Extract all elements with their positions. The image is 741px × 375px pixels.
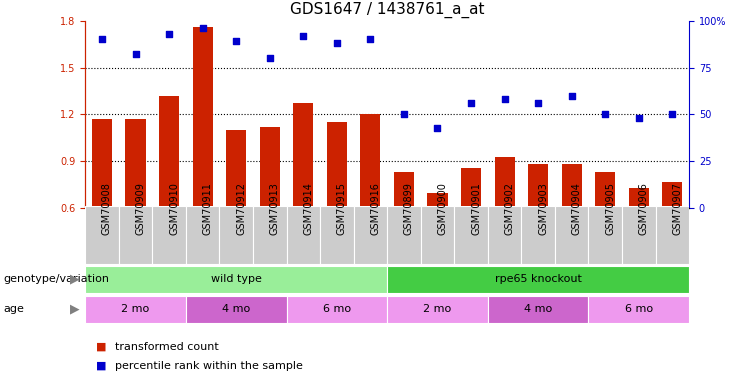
Bar [494, 157, 515, 208]
Text: GSM70905: GSM70905 [605, 182, 615, 235]
Point [431, 124, 443, 130]
Text: genotype/variation: genotype/variation [4, 274, 110, 284]
Text: 6 mo: 6 mo [625, 304, 653, 314]
Bar [622, 206, 656, 264]
Text: GSM70900: GSM70900 [437, 182, 448, 235]
Point [96, 36, 108, 42]
Text: ▶: ▶ [70, 303, 80, 315]
Text: GSM70910: GSM70910 [169, 182, 179, 235]
Bar [287, 296, 387, 322]
Text: 2 mo: 2 mo [423, 304, 451, 314]
Bar [588, 206, 622, 264]
Title: GDS1647 / 1438761_a_at: GDS1647 / 1438761_a_at [290, 2, 485, 18]
Bar [293, 104, 313, 208]
Bar [555, 206, 588, 264]
Text: GSM70899: GSM70899 [404, 182, 414, 235]
Bar [193, 27, 213, 208]
Text: GSM70904: GSM70904 [572, 182, 582, 235]
Bar [662, 182, 682, 208]
Point [230, 38, 242, 44]
Bar [219, 206, 253, 264]
Point [599, 111, 611, 117]
Text: percentile rank within the sample: percentile rank within the sample [115, 361, 303, 370]
Bar [287, 206, 320, 264]
Bar [125, 119, 145, 208]
Text: transformed count: transformed count [115, 342, 219, 352]
Bar [85, 266, 387, 292]
Bar [353, 206, 387, 264]
Bar [119, 206, 153, 264]
Bar [387, 206, 421, 264]
Text: GSM70909: GSM70909 [136, 182, 145, 235]
Bar [186, 296, 287, 322]
Point [633, 115, 645, 121]
Text: GSM70916: GSM70916 [370, 182, 380, 235]
Point [666, 111, 678, 117]
Bar [327, 122, 347, 208]
Point [130, 51, 142, 57]
Text: GSM70915: GSM70915 [337, 182, 347, 235]
Text: GSM70901: GSM70901 [471, 182, 481, 235]
Text: GSM70911: GSM70911 [202, 182, 213, 235]
Text: 6 mo: 6 mo [323, 304, 351, 314]
Text: rpe65 knockout: rpe65 knockout [495, 274, 582, 284]
Bar [454, 206, 488, 264]
Point [566, 93, 578, 99]
Point [297, 33, 309, 39]
Text: ■: ■ [96, 342, 107, 352]
Point [499, 96, 511, 102]
Text: 4 mo: 4 mo [222, 304, 250, 314]
Bar [226, 130, 246, 208]
Bar [159, 96, 179, 208]
Bar [628, 188, 649, 208]
Text: GSM70903: GSM70903 [538, 182, 548, 235]
Text: GSM70908: GSM70908 [102, 182, 112, 235]
Bar [394, 172, 414, 208]
Text: GSM70907: GSM70907 [672, 182, 682, 235]
Bar [85, 206, 119, 264]
Point [398, 111, 410, 117]
Bar [186, 206, 219, 264]
Point [532, 100, 544, 106]
Bar [656, 206, 689, 264]
Bar [595, 172, 615, 208]
Point [465, 100, 477, 106]
Point [331, 40, 343, 46]
Text: GSM70906: GSM70906 [639, 182, 649, 235]
Point [196, 25, 208, 31]
Text: ▶: ▶ [70, 273, 80, 285]
Text: wild type: wild type [210, 274, 262, 284]
Bar [522, 206, 555, 264]
Text: 2 mo: 2 mo [122, 304, 150, 314]
Text: ■: ■ [96, 361, 107, 370]
Bar [588, 296, 689, 322]
Bar [253, 206, 287, 264]
Bar [259, 127, 280, 208]
Text: GSM70912: GSM70912 [236, 182, 246, 235]
Bar [428, 192, 448, 208]
Text: age: age [4, 304, 24, 314]
Bar [488, 206, 522, 264]
Bar [528, 164, 548, 208]
Bar [387, 266, 689, 292]
Bar [488, 296, 588, 322]
Bar [562, 164, 582, 208]
Bar [421, 206, 454, 264]
Bar [387, 296, 488, 322]
Text: GSM70913: GSM70913 [270, 182, 280, 235]
Point [264, 55, 276, 61]
Text: 4 mo: 4 mo [524, 304, 552, 314]
Bar [85, 296, 186, 322]
Text: GSM70914: GSM70914 [303, 182, 313, 235]
Bar [320, 206, 353, 264]
Bar [92, 119, 112, 208]
Point [163, 31, 175, 37]
Text: GSM70902: GSM70902 [505, 182, 514, 235]
Point [365, 36, 376, 42]
Bar [360, 114, 380, 208]
Bar [461, 168, 481, 208]
Bar [153, 206, 186, 264]
